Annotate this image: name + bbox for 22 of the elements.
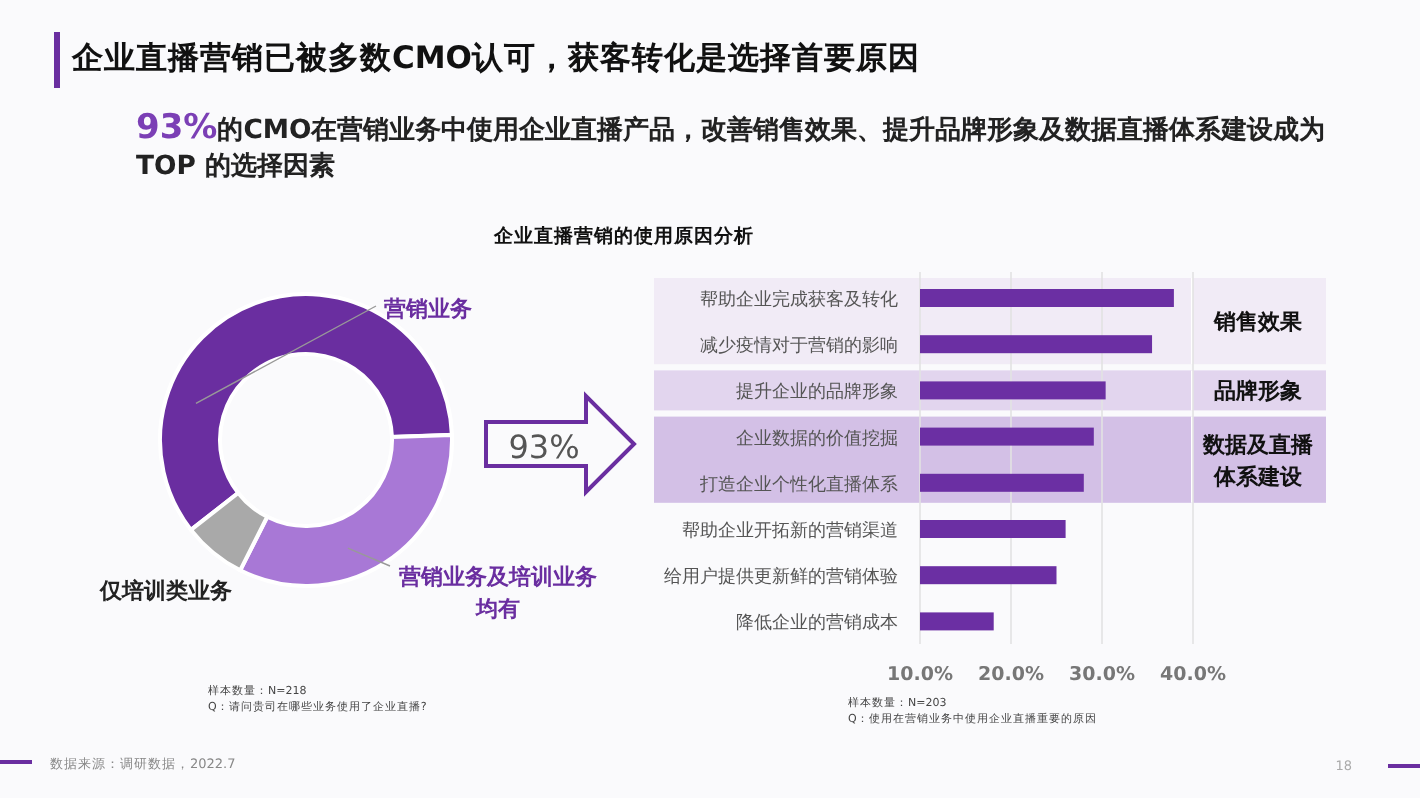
y-tick-label: 减少疫情对于营销的影响 xyxy=(700,335,898,358)
text: 93% xyxy=(508,428,580,466)
slice-label: 营销业务 xyxy=(382,296,472,322)
band-label: 数据及直播体系建设 xyxy=(1201,431,1315,490)
text: 93%的CMO在营销业务中使用企业直播产品，改善销售效果、提升品牌形象及数据直播体系建设成为 TOP 的选择因素 xyxy=(136,108,1328,186)
text: 企业直播营销的使用原因分析 xyxy=(492,224,754,248)
y-tick-label: 帮助企业开拓新的营销渠道 xyxy=(682,520,898,542)
x-tick-label: 10.0% xyxy=(887,664,954,686)
y-tick-label: 提升企业的品牌形象 xyxy=(736,381,898,404)
slice-label: 营销业务及培训业务均有 xyxy=(397,564,597,622)
y-tick-label: 打造企业个性化直播体系 xyxy=(698,473,898,496)
x-tick-label: 20.0% xyxy=(978,664,1045,686)
y-tick-label: 帮助企业完成获客及转化 xyxy=(700,289,898,311)
band-label: 品牌形象 xyxy=(1214,378,1302,405)
x-tick-label: 40.0% xyxy=(1160,664,1227,686)
slice-label: 仅培训类业务 xyxy=(98,578,232,604)
chart-title: 企业直播营销已被多数CMO认可，获客转化是选择首要原因 xyxy=(72,38,920,80)
x-tick-label: 30.0% xyxy=(1069,664,1136,686)
band-label: 销售效果 xyxy=(1212,309,1304,336)
y-tick-label: 降低企业的营销成本 xyxy=(736,612,898,635)
y-tick-label: 企业数据的价值挖掘 xyxy=(736,427,898,450)
y-tick-label: 给用户提供更新鲜的营销体验 xyxy=(664,566,898,589)
